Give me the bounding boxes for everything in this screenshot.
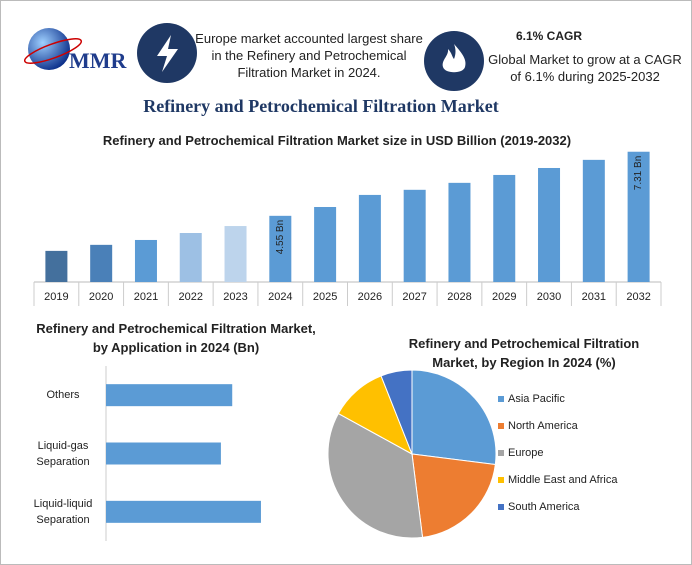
x-tick-label: 2028: [447, 291, 471, 303]
bar: [269, 215, 292, 282]
x-tick-label: 2022: [179, 291, 203, 303]
legend-label: Europe: [508, 447, 543, 459]
pie-slice: [380, 369, 413, 455]
lightning: [157, 35, 178, 72]
bar: [314, 206, 337, 282]
legend-marker: [498, 396, 504, 402]
legend-label: Middle East and Africa: [508, 474, 618, 486]
pie-slice: [411, 369, 497, 466]
chart-title: Refinery and Petrochemical Filtration Ma…: [36, 321, 316, 355]
y-tick-label: Liquid-gas Separation: [36, 439, 90, 468]
x-tick-label: 2023: [223, 291, 247, 303]
pie-slice: [327, 412, 424, 539]
bar: [179, 233, 202, 282]
bar: [403, 189, 426, 282]
bar: [224, 226, 247, 282]
x-tick-label: 2025: [313, 291, 337, 303]
x-tick-label: 2021: [134, 291, 158, 303]
pie-slice: [411, 453, 496, 538]
legend-label: North America: [508, 420, 579, 432]
bar: [106, 384, 233, 407]
x-tick-label: 2029: [492, 291, 516, 303]
bar: [627, 151, 650, 282]
x-tick-label: 2031: [582, 291, 606, 303]
chart-title: Refinery and Petrochemical Filtration Ma…: [102, 133, 572, 148]
legend-marker: [498, 423, 504, 429]
bar: [493, 174, 516, 282]
legend-label: Asia Pacific: [508, 393, 565, 405]
x-tick-label: 2024: [268, 291, 292, 303]
bar: [106, 442, 221, 465]
chart-title: Refinery and Petrochemical Filtration Ma…: [408, 336, 640, 370]
legend-marker: [498, 504, 504, 510]
legend-marker: [498, 477, 504, 483]
bar: [358, 194, 381, 282]
value-label: 4.55 Bn: [275, 220, 286, 254]
y-tick-label: Liquid-liquid Separation: [33, 497, 93, 526]
logo-text: MMR: [69, 48, 128, 73]
note-left: Europe market accounted largest share in…: [195, 31, 423, 80]
logo-orbit: [23, 38, 83, 64]
main-title: Refinery and Petrochemical Filtration Ma…: [143, 96, 499, 116]
cagr-title: 6.1% CAGR: [516, 29, 582, 43]
x-tick-label: 2019: [44, 291, 68, 303]
bar: [45, 250, 68, 282]
bar: [582, 159, 605, 282]
legend-marker: [498, 450, 504, 456]
bar: [538, 167, 561, 282]
y-tick-label: Others: [46, 389, 80, 402]
x-tick-label: 2032: [626, 291, 650, 303]
bar: [448, 182, 471, 282]
cagr-text: Global Market to grow at a CAGR of 6.1% …: [488, 52, 682, 84]
flame: [442, 44, 466, 73]
x-tick-label: 2027: [402, 291, 426, 303]
value-label: 7.31 Bn: [633, 156, 644, 190]
logo-globe: [28, 28, 70, 70]
bar: [90, 244, 113, 282]
x-tick-label: 2026: [358, 291, 382, 303]
x-tick-label: 2020: [89, 291, 113, 303]
bar: [134, 239, 157, 282]
legend-label: South America: [508, 501, 580, 513]
bar: [106, 500, 261, 523]
x-tick-label: 2030: [537, 291, 561, 303]
